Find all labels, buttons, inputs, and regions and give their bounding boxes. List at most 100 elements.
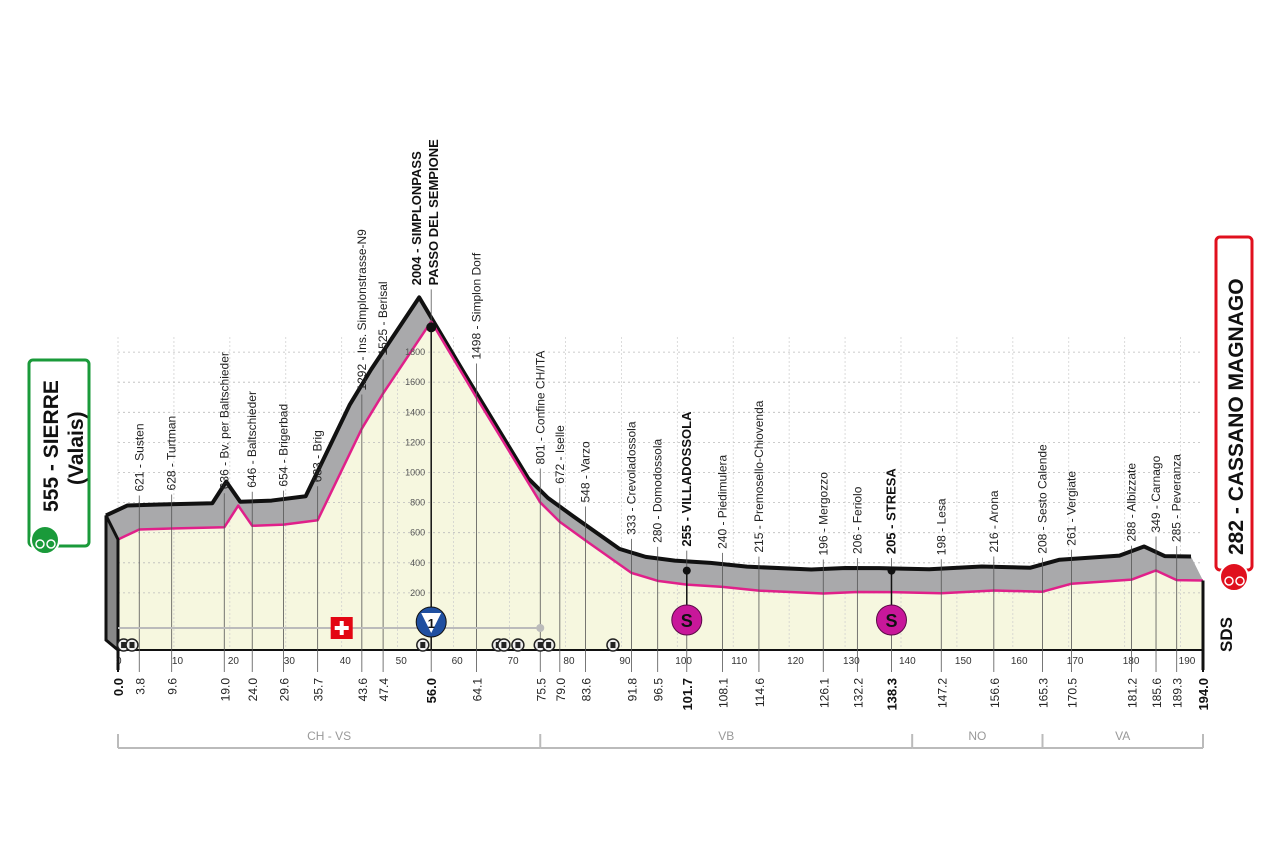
- waypoint-label: 2004 - SIMPLONPASS: [409, 151, 424, 285]
- km-label: 170.5: [1066, 678, 1080, 708]
- x-tick-label: 90: [619, 656, 631, 667]
- km-label: 147.2: [935, 678, 949, 708]
- km-label: 91.8: [625, 678, 639, 702]
- region-label: VB: [718, 729, 734, 743]
- km-label: 185.6: [1150, 678, 1164, 708]
- km-label: 101.7: [680, 678, 695, 711]
- waypoint-label: 628 - Turtman: [165, 416, 179, 491]
- start-cyclist-wheel: [46, 539, 56, 549]
- x-tick-label: 140: [899, 656, 916, 667]
- waypoint-label: 285 - Peveranza: [1170, 454, 1184, 542]
- km-label: 132.2: [851, 678, 865, 708]
- waypoint-label: 548 - Varzo: [579, 441, 593, 502]
- region-label: NO: [968, 729, 986, 743]
- x-tick-label: 160: [1011, 656, 1028, 667]
- waypoint-label: PASSO DEL SEMPIONE: [426, 139, 441, 285]
- x-tick-label: 20: [228, 656, 240, 667]
- y-tick-label: 200: [410, 588, 425, 598]
- x-tick-label: 100: [675, 656, 692, 667]
- x-tick-label: 190: [1179, 656, 1196, 667]
- profile-top-line: [105, 295, 1192, 572]
- profile-band: [106, 297, 1203, 594]
- waypoint-label: 205 - STRESA: [883, 468, 898, 555]
- km-label: 64.1: [470, 678, 484, 702]
- waypoint-label: 215 - Premosello-Chiovenda: [752, 400, 766, 552]
- x-tick-label: 80: [563, 656, 575, 667]
- x-tick-label: 120: [787, 656, 804, 667]
- x-tick-label: 30: [284, 656, 296, 667]
- waypoint-label: 621 - Susten: [132, 423, 146, 491]
- tunnel-opening: [121, 642, 127, 648]
- y-tick-label: 600: [410, 528, 425, 538]
- tunnel-opening: [129, 642, 135, 648]
- waypoint-label: 255 - VILLADOSSOLA: [679, 411, 694, 547]
- finish-cyclist-wheel: [1224, 576, 1234, 586]
- sprint-icon: [875, 604, 907, 636]
- sds-logo-text: SDS: [1217, 617, 1236, 652]
- kom-label: 1: [428, 616, 435, 631]
- tunnel-opening: [537, 642, 543, 648]
- waypoint-label: 1525 - Berisal: [376, 281, 390, 355]
- sprint-dot: [887, 566, 896, 575]
- profile-fill: [118, 321, 1203, 650]
- waypoint-label: 240 - Piedimulera: [716, 455, 730, 549]
- start-wall: [104, 514, 120, 654]
- waypoint-label: 280 - Domodossola: [651, 438, 665, 542]
- tunnel-opening: [610, 642, 616, 648]
- sprint-icon: [671, 604, 703, 636]
- start-cyclist-wheel: [35, 539, 45, 549]
- x-tick-label: 50: [396, 656, 408, 667]
- y-tick-label: 1600: [405, 377, 425, 387]
- waypoint-label: 1498 - Simplon Dorf: [469, 252, 483, 359]
- km-label: 114.6: [753, 678, 767, 707]
- km-label: 126.1: [817, 678, 831, 708]
- waypoint-label: 216 - Arona: [987, 490, 1001, 552]
- region-label: VA: [1115, 729, 1130, 743]
- sds-logo: SDS: [1210, 614, 1240, 654]
- sprint-label: S: [885, 611, 897, 631]
- sprint-dot: [682, 566, 691, 575]
- region-label: CH - VS: [307, 729, 351, 743]
- waypoint-label: 646 - Baltschieder: [245, 391, 259, 488]
- waypoint-label: 1292 - Ins. Simplonstrasse-N9: [355, 229, 369, 391]
- waypoint-label: 333 - Crevoladossola: [624, 421, 638, 535]
- x-tick-label: 70: [507, 656, 519, 667]
- x-tick-label: 10: [172, 656, 184, 667]
- y-tick-label: 1800: [405, 347, 425, 357]
- km-label: 19.0: [218, 678, 232, 702]
- km-label: 138.3: [884, 678, 899, 711]
- waypoint-label: 196 - Mergozzo: [816, 472, 830, 556]
- y-tick-label: 1200: [405, 437, 425, 447]
- waypoint-label: 261 - Vergiate: [1065, 471, 1079, 546]
- tunnel-opening: [515, 642, 521, 648]
- km-label: 194.0: [1196, 678, 1211, 711]
- km-label: 9.6: [166, 678, 180, 695]
- km-label: 189.3: [1171, 678, 1185, 708]
- finish-cyclist-icon: [1219, 562, 1249, 592]
- x-tick-label: 110: [731, 656, 747, 667]
- sprint-label: S: [681, 611, 693, 631]
- y-tick-label: 800: [410, 498, 425, 508]
- km-label: 47.4: [377, 678, 391, 702]
- km-label: 56.0: [424, 678, 439, 703]
- km-label: 165.3: [1036, 678, 1050, 708]
- x-tick-label: 40: [340, 656, 352, 667]
- waypoint-label: 672 - Iselle: [553, 425, 567, 484]
- km-label: 96.5: [652, 678, 666, 702]
- km-label: 29.6: [278, 678, 292, 702]
- start-cyclist-icon: [30, 525, 60, 555]
- km-label: 3.8: [133, 678, 147, 695]
- km-label: 108.1: [717, 678, 731, 708]
- waypoint-label: 288 - Albizzate: [1124, 463, 1138, 542]
- km-label: 79.0: [554, 678, 568, 702]
- km-label: 35.7: [312, 678, 326, 702]
- y-tick-label: 1400: [405, 407, 425, 417]
- waypoint-label: 683 - Brig: [311, 430, 325, 482]
- km-label: 43.6: [356, 678, 370, 702]
- x-tick-label: 60: [452, 656, 464, 667]
- finish-label: 282 - CASSANO MAGNAGO: [1225, 278, 1248, 555]
- start-label: 555 - SIERRE: [40, 380, 63, 512]
- km-label: 0.0: [111, 678, 126, 696]
- x-tick-label: 150: [955, 656, 972, 667]
